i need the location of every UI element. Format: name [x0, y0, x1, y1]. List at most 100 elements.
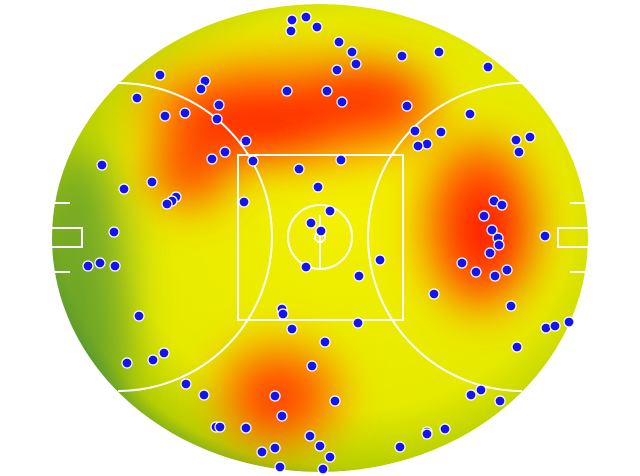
point [133, 310, 145, 322]
point [179, 107, 191, 119]
point [96, 159, 108, 171]
point [439, 423, 451, 435]
point [435, 126, 447, 138]
point [240, 135, 252, 147]
point [158, 347, 170, 359]
point [214, 421, 226, 433]
point [478, 210, 490, 222]
point [180, 378, 192, 390]
point [276, 410, 288, 422]
point [511, 341, 523, 353]
point [281, 85, 293, 97]
point [484, 247, 496, 259]
point [540, 322, 552, 334]
point [269, 442, 281, 454]
point [513, 146, 525, 158]
point [108, 226, 120, 238]
points [82, 11, 575, 475]
point [464, 108, 476, 120]
point [563, 316, 575, 328]
point [198, 389, 210, 401]
point [304, 430, 316, 442]
point [350, 58, 362, 70]
point [465, 389, 477, 401]
point [475, 384, 487, 396]
point [161, 198, 173, 210]
point [154, 69, 166, 81]
point [306, 360, 318, 372]
point [195, 83, 207, 95]
point [421, 138, 433, 150]
point [486, 224, 498, 236]
point [147, 354, 159, 366]
point [311, 21, 323, 33]
point [352, 317, 364, 329]
point [219, 146, 231, 158]
point [82, 260, 94, 272]
point [269, 390, 281, 402]
point [421, 428, 433, 440]
point [300, 261, 312, 273]
point [314, 440, 326, 452]
point [247, 155, 259, 167]
point [109, 260, 121, 272]
point [539, 230, 551, 242]
point [324, 451, 336, 463]
point [482, 61, 494, 73]
point [428, 288, 440, 300]
point [321, 85, 333, 97]
point [94, 257, 106, 269]
point [286, 323, 298, 335]
point [331, 64, 343, 76]
point [146, 176, 158, 188]
point [433, 46, 445, 58]
point [501, 264, 513, 276]
point [505, 300, 517, 312]
point [305, 217, 317, 229]
point [277, 308, 289, 320]
point [211, 113, 223, 125]
point [300, 11, 312, 23]
point [353, 270, 365, 282]
point [131, 92, 143, 104]
point [335, 154, 347, 166]
point [312, 181, 324, 193]
field-lines [52, 82, 588, 392]
point [240, 422, 252, 434]
point [206, 153, 218, 165]
point [496, 199, 508, 211]
point [412, 140, 424, 152]
point [470, 266, 482, 278]
point [524, 131, 536, 143]
point [549, 320, 561, 332]
point [315, 225, 327, 237]
point [394, 441, 406, 453]
point [510, 134, 522, 146]
point [285, 25, 297, 37]
point [213, 99, 225, 111]
point [121, 357, 133, 369]
point [489, 270, 501, 282]
point [333, 36, 345, 48]
point [494, 395, 506, 407]
point [401, 100, 413, 112]
point [346, 46, 358, 58]
point [317, 463, 329, 475]
point [456, 257, 468, 269]
point [274, 461, 286, 473]
point [493, 239, 505, 251]
point [159, 110, 171, 122]
point [396, 50, 408, 62]
point [118, 183, 130, 195]
point [374, 254, 386, 266]
point [286, 14, 298, 26]
point [238, 196, 250, 208]
point [319, 336, 331, 348]
point [293, 163, 305, 175]
point [329, 395, 341, 407]
point [336, 96, 348, 108]
point [256, 446, 268, 458]
point [409, 125, 421, 137]
point [324, 205, 336, 217]
